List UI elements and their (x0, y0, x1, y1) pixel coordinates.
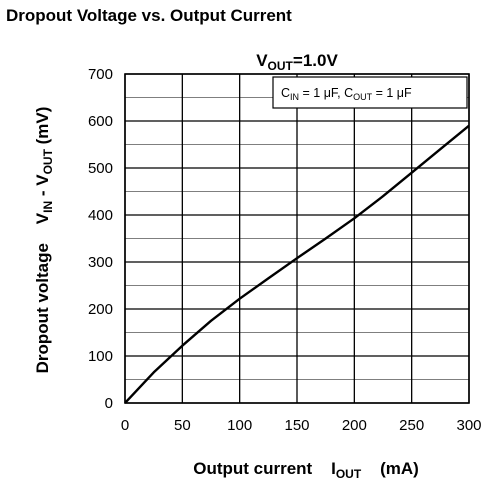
y-axis-label: Dropout voltage VIN - VOUT (mV) (33, 107, 55, 374)
plot-frame (124, 73, 470, 404)
y-tick-label: 0 (105, 395, 113, 412)
series-line (124, 124, 470, 404)
x-tick-label: 150 (284, 417, 309, 434)
conditions-box-frame (272, 76, 468, 109)
y-tick-label: 300 (88, 254, 113, 271)
x-tick-label: 0 (121, 417, 129, 434)
chart-title: Dropout Voltage vs. Output Current (6, 6, 292, 25)
y-tick-label: 400 (88, 207, 113, 224)
x-axis-label: Output current IOUT (mA) (193, 459, 419, 481)
tick-labels: 0 50 100 150 200 250 300 0 100 200 300 400 500 600 700 (88, 66, 482, 434)
y-tick-label: 700 (88, 66, 113, 83)
y-tick-label: 600 (88, 113, 113, 130)
y-tick-label: 500 (88, 160, 113, 177)
x-tick-label: 50 (174, 417, 191, 434)
x-tick-label: 100 (227, 417, 252, 434)
y-tick-label: 200 (88, 301, 113, 318)
conditions-text: CIN = 1 μF, COUT = 1 μF (281, 86, 412, 102)
x-tick-label: 250 (399, 417, 424, 434)
y-tick-label: 100 (88, 348, 113, 365)
grid (124, 73, 470, 404)
condition-label: VOUT=1.0V (256, 51, 338, 73)
x-tick-label: 300 (456, 417, 481, 434)
x-tick-label: 200 (342, 417, 367, 434)
conditions-box: CIN = 1 μF, COUT = 1 μF (272, 76, 468, 109)
